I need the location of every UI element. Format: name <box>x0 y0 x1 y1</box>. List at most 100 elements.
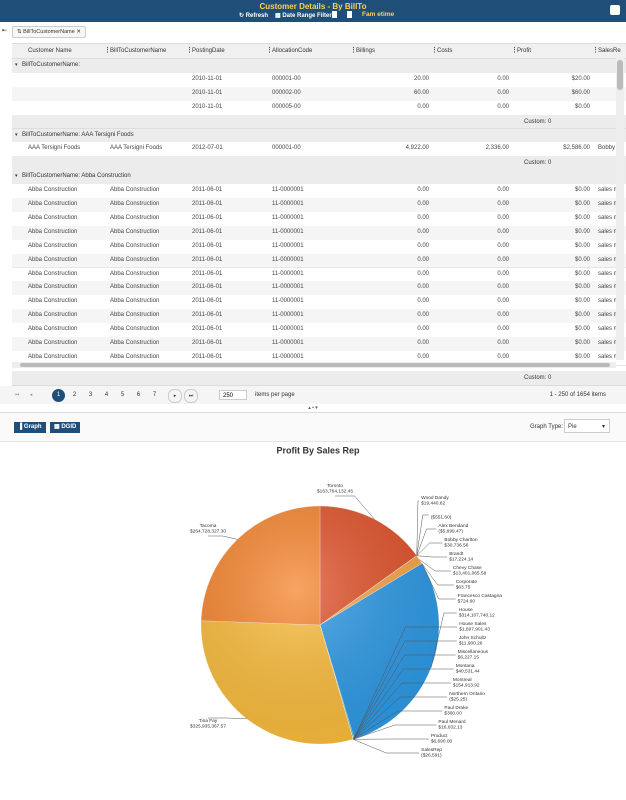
fam-etime[interactable]: Fam etime <box>362 11 395 18</box>
group-toggle[interactable]: ▾ <box>15 173 18 180</box>
grid-cell: 0.00 <box>497 270 509 277</box>
slice-value: $1,697,901.43 <box>459 627 490 633</box>
group-footer: Custom: 0 <box>12 114 626 130</box>
grid-cell: sales m <box>598 214 619 221</box>
column-header[interactable]: SalesRe <box>598 48 621 54</box>
grid-cell: 2011-06-01 <box>192 326 223 333</box>
grid-cell: Abba Construction <box>28 214 78 221</box>
print-icon[interactable] <box>347 11 352 18</box>
date-filter-label[interactable]: Date Range Filter <box>282 13 332 19</box>
column-header[interactable]: Profit <box>517 48 532 54</box>
page-number[interactable]: 3 <box>88 392 93 398</box>
splitter[interactable]: ▴ • ▾ <box>0 405 626 413</box>
grid-cell: 2011-06-01 <box>192 214 223 221</box>
slice-label: Tina Fay <box>199 718 218 724</box>
v-scroll-thumb[interactable] <box>617 60 623 90</box>
top-bar: Customer Details - By BillTo ↻ Refresh ▦… <box>0 0 626 22</box>
slice-value: $17,224.14 <box>449 557 473 563</box>
graph-type-select[interactable]: Pie ▾ <box>564 419 610 433</box>
grid-cell: $0.00 <box>574 214 590 221</box>
grid-cell: 0.00 <box>497 187 509 194</box>
grid-row[interactable]: Abba Construction Abba Construction 2011-0… <box>12 198 626 213</box>
grid-row[interactable]: Abba Construction Abba Construction 2011-0… <box>12 239 626 255</box>
menu-icon[interactable] <box>610 5 620 15</box>
grid-row[interactable]: Abba Construction Abba Construction 2011-0… <box>12 309 626 325</box>
grid-cell: Bobby C <box>598 145 622 152</box>
page-number[interactable]: 2 <box>72 392 77 398</box>
dgid-button-label[interactable]: DGID <box>61 424 77 430</box>
grid-cell: $0.00 <box>574 284 590 291</box>
group-chip-label[interactable]: BillToCustomerName <box>23 29 75 35</box>
column-header[interactable]: Billings <box>356 48 376 54</box>
grid-row[interactable]: Abba Construction Abba Construction 2011-0… <box>12 267 626 283</box>
grid-cell: 2011-06-01 <box>192 312 223 319</box>
grid-row[interactable]: Abba Construction Abba Construction 2011-0… <box>12 337 626 352</box>
pager-summary: 1 - 250 of 1654 items <box>549 392 606 398</box>
page-number[interactable]: 7 <box>152 392 157 398</box>
column-menu[interactable]: ⋮ <box>350 47 357 54</box>
slice-label: Paul Drake <box>444 705 468 711</box>
grid-row[interactable]: Abba Construction Abba Construction 2011-0… <box>12 281 626 297</box>
group-toggle[interactable]: ▾ <box>15 131 18 138</box>
grid-cell: 000001-00 <box>272 75 301 82</box>
grid-row[interactable]: 2010-11-01 000005-00 0.00 0.00 $0.00 <box>12 100 626 116</box>
grid-row[interactable]: Abba Construction Abba Construction 2011-0… <box>12 211 626 227</box>
pager-nav[interactable]: ◂ <box>29 392 33 398</box>
grid-cell: Abba Construction <box>110 214 160 221</box>
column-header[interactable]: AllocationCode <box>272 48 313 54</box>
page-number[interactable]: 1 <box>52 389 65 402</box>
h-scrollbar[interactable] <box>12 362 616 368</box>
column-header[interactable]: PostingDate <box>192 48 225 54</box>
pager-nav[interactable]: ⏮ <box>14 392 20 398</box>
column-menu[interactable]: ⋮ <box>511 47 518 54</box>
grid-cell: 11-0000001 <box>272 312 304 319</box>
page-size[interactable]: 250 <box>219 390 247 400</box>
grid-row[interactable]: 2010-11-01 000002-00 60.00 0.00 $60.00 <box>12 86 626 102</box>
h-scroll-thumb[interactable] <box>20 363 610 367</box>
group-title: BillToCustomerName: AAA Tersigni Foods <box>22 131 134 138</box>
graph-button[interactable]: ▐ Graph <box>14 422 46 433</box>
column-menu[interactable]: ⋮ <box>104 47 111 54</box>
column-menu[interactable]: ⋮ <box>592 47 599 54</box>
slice-value: $163,764,132.45 <box>317 489 353 495</box>
v-scrollbar[interactable] <box>616 58 624 360</box>
slice-value: $16,032.13 <box>438 725 462 731</box>
page-number[interactable]: 4 <box>104 392 109 398</box>
group-chip[interactable]: ⇅ BillToCustomerName ✕ <box>12 26 86 38</box>
group-footer-text: Custom: 0 <box>524 375 552 381</box>
grid-cell: sales m <box>598 228 619 235</box>
column-header[interactable]: BillToCustomerName <box>110 48 167 54</box>
grid-row[interactable]: Abba Construction Abba Construction 2011-0… <box>12 295 626 311</box>
pin-icon[interactable]: ⇤ <box>2 28 8 34</box>
pager-nav[interactable]: ▸ <box>168 389 182 403</box>
column-menu[interactable]: ⋮ <box>431 47 438 54</box>
leader-line <box>353 682 451 740</box>
page-number[interactable]: 6 <box>136 392 141 398</box>
graph-button-label[interactable]: Graph <box>23 424 42 430</box>
grid-cell: 0.00 <box>417 298 429 305</box>
grid-cell: 0.00 <box>417 312 429 319</box>
grid-cell: 0.00 <box>417 187 429 194</box>
pager-nav[interactable]: ⏭ <box>184 389 198 403</box>
grid-row[interactable]: Abba Construction Abba Construction 2011-0… <box>12 184 626 199</box>
grid-row[interactable]: 2010-11-01 000001-00 20.00 0.00 $20.00 <box>12 72 626 88</box>
export-icon[interactable] <box>332 11 337 18</box>
group-toggle[interactable]: ▾ <box>15 62 18 68</box>
grid-cell: 2011-06-01 <box>192 340 223 346</box>
grid-row[interactable]: Abba Construction Abba Construction 2011-0… <box>12 225 626 241</box>
column-header[interactable]: Costs <box>437 48 453 54</box>
page-number[interactable]: 5 <box>120 392 125 398</box>
grid-row[interactable]: Abba Construction Abba Construction 2011-0… <box>12 323 626 338</box>
grid-cell: 2011-06-01 <box>192 298 223 305</box>
grid-cell: 0.00 <box>497 103 509 110</box>
column-menu[interactable]: ⋮ <box>266 47 273 54</box>
grid-row[interactable]: Abba Construction Abba Construction 2011-0… <box>12 253 626 269</box>
date-filter-button[interactable]: ▦ Date Range Filter <box>275 13 332 19</box>
column-menu[interactable]: ⋮ <box>186 47 193 54</box>
refresh-label[interactable]: Refresh <box>245 13 269 19</box>
grid-row[interactable]: AAA Tersigni Foods AAA Tersigni Foods 2012… <box>12 142 626 158</box>
dgid-button[interactable]: ▦ DGID <box>50 422 81 433</box>
graph-type-value[interactable]: Pie <box>568 424 577 430</box>
column-header[interactable]: Customer Name <box>28 48 72 54</box>
refresh-button[interactable]: ↻ Refresh <box>239 13 269 19</box>
